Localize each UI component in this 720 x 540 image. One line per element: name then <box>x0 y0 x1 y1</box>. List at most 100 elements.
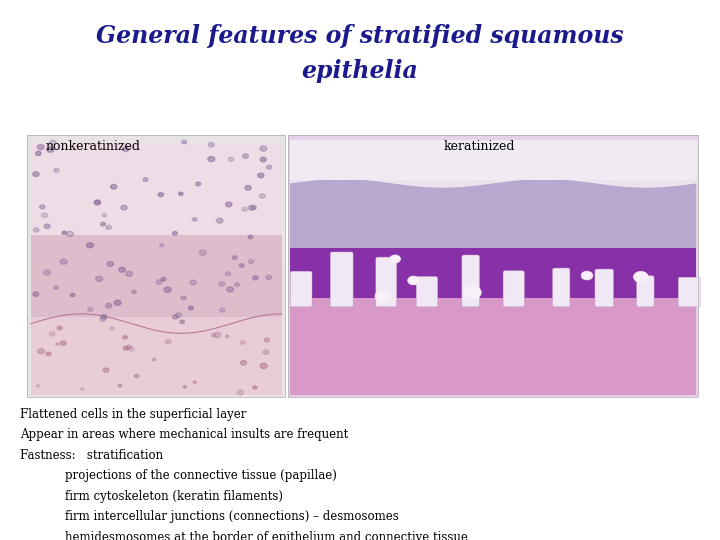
Circle shape <box>225 272 231 276</box>
Circle shape <box>47 147 54 152</box>
Circle shape <box>107 261 114 266</box>
Circle shape <box>634 272 648 282</box>
Circle shape <box>60 341 66 345</box>
Circle shape <box>88 307 93 312</box>
Circle shape <box>266 165 271 169</box>
FancyBboxPatch shape <box>552 268 570 307</box>
Circle shape <box>225 202 232 207</box>
Circle shape <box>62 231 66 234</box>
FancyBboxPatch shape <box>636 276 654 307</box>
Bar <box>31 316 282 395</box>
Circle shape <box>121 205 127 210</box>
Circle shape <box>66 231 73 237</box>
Circle shape <box>135 374 139 377</box>
Circle shape <box>253 276 258 280</box>
Circle shape <box>95 200 100 204</box>
Circle shape <box>233 256 237 259</box>
Bar <box>31 143 282 240</box>
Circle shape <box>390 255 400 263</box>
Circle shape <box>81 388 84 390</box>
Circle shape <box>237 390 243 395</box>
Circle shape <box>228 157 234 161</box>
Circle shape <box>123 336 127 339</box>
Circle shape <box>212 334 215 337</box>
Bar <box>288 135 698 397</box>
Circle shape <box>86 243 94 248</box>
FancyBboxPatch shape <box>595 269 613 307</box>
Circle shape <box>44 224 50 228</box>
Circle shape <box>60 259 67 264</box>
Circle shape <box>123 346 128 350</box>
Circle shape <box>160 244 164 247</box>
Circle shape <box>156 280 162 285</box>
Bar <box>290 248 696 305</box>
Text: projections of the connective tissue (papillae): projections of the connective tissue (pa… <box>20 469 337 482</box>
Bar <box>290 140 696 182</box>
Circle shape <box>251 206 256 210</box>
Circle shape <box>199 250 206 255</box>
Circle shape <box>179 192 183 195</box>
FancyBboxPatch shape <box>416 276 438 307</box>
Circle shape <box>190 280 197 285</box>
Circle shape <box>243 154 248 158</box>
Circle shape <box>153 358 156 361</box>
Circle shape <box>239 264 244 267</box>
Circle shape <box>96 276 103 281</box>
Circle shape <box>110 327 114 330</box>
Circle shape <box>100 317 106 321</box>
Circle shape <box>126 271 132 276</box>
Circle shape <box>214 332 221 338</box>
Bar <box>31 234 282 323</box>
Circle shape <box>227 287 233 292</box>
Circle shape <box>94 200 101 205</box>
FancyBboxPatch shape <box>503 271 524 307</box>
Circle shape <box>37 384 40 387</box>
Circle shape <box>260 363 267 368</box>
Circle shape <box>220 308 225 312</box>
Circle shape <box>34 228 39 232</box>
Circle shape <box>182 140 186 144</box>
Circle shape <box>118 384 122 387</box>
Circle shape <box>260 146 267 151</box>
Circle shape <box>259 194 266 198</box>
Circle shape <box>219 282 225 286</box>
FancyBboxPatch shape <box>330 252 353 307</box>
Circle shape <box>50 140 56 145</box>
Circle shape <box>127 345 132 349</box>
Circle shape <box>181 296 186 300</box>
Circle shape <box>143 178 148 181</box>
Circle shape <box>258 173 264 178</box>
Circle shape <box>46 352 51 356</box>
Circle shape <box>106 225 112 229</box>
Bar <box>27 135 285 397</box>
Circle shape <box>189 306 193 310</box>
Circle shape <box>111 184 117 189</box>
Circle shape <box>248 205 255 211</box>
Text: Fastness:   stratification: Fastness: stratification <box>20 449 163 462</box>
Circle shape <box>161 278 166 281</box>
Circle shape <box>260 157 266 162</box>
Circle shape <box>44 270 50 275</box>
Circle shape <box>54 168 59 172</box>
Circle shape <box>101 222 105 226</box>
Circle shape <box>253 386 257 389</box>
Circle shape <box>132 290 137 294</box>
Circle shape <box>40 205 45 209</box>
Text: Appear in areas where mechanical insults are frequent: Appear in areas where mechanical insults… <box>20 428 348 441</box>
Circle shape <box>240 360 246 365</box>
Circle shape <box>129 347 135 351</box>
Circle shape <box>37 145 44 150</box>
Circle shape <box>266 275 271 280</box>
Circle shape <box>245 185 251 190</box>
Circle shape <box>106 303 112 308</box>
Circle shape <box>248 260 254 264</box>
Circle shape <box>263 350 269 354</box>
Text: firm cytoskeleton (keratin filaments): firm cytoskeleton (keratin filaments) <box>20 490 283 503</box>
Circle shape <box>196 182 201 186</box>
Bar <box>290 299 696 395</box>
Circle shape <box>248 235 253 239</box>
FancyBboxPatch shape <box>290 271 312 307</box>
Circle shape <box>225 335 229 338</box>
Circle shape <box>242 207 247 211</box>
Circle shape <box>192 218 197 221</box>
